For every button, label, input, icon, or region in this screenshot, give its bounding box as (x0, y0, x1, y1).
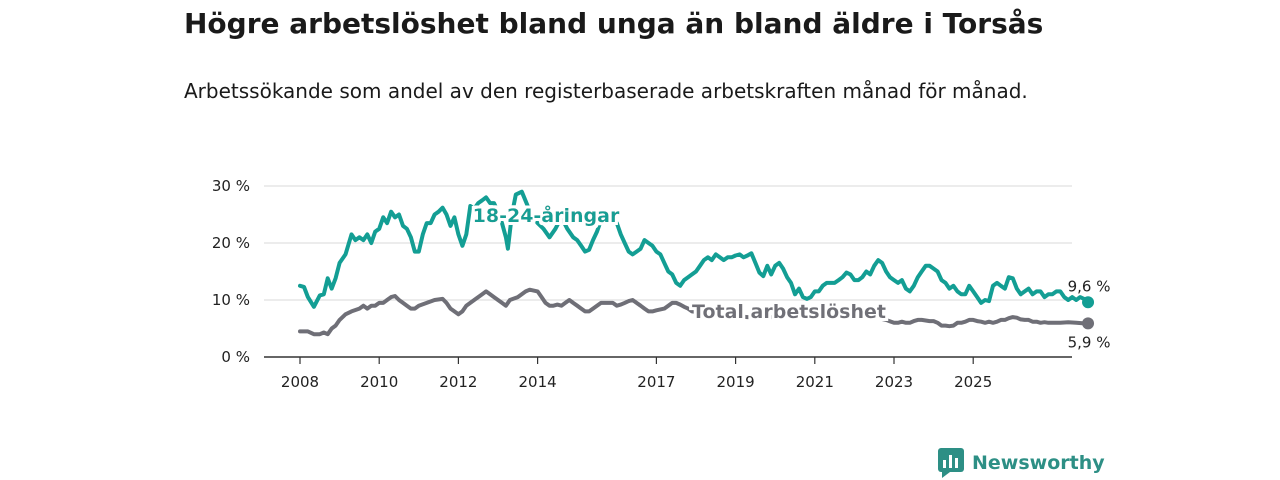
y-tick-label: 30 % (212, 177, 250, 195)
series-line (298, 287, 1090, 337)
x-tick-label: 2019 (717, 373, 755, 391)
y-tick-label: 0 % (221, 348, 250, 366)
chart-subtitle: Arbetssökande som andel av den registerb… (184, 79, 1028, 103)
x-tick-label: 2025 (954, 373, 992, 391)
bar-chart-speech-bubble-icon (938, 448, 964, 478)
series-end-marker (1082, 317, 1095, 330)
x-tick-label: 2012 (439, 373, 477, 391)
newsworthy-logo: Newsworthy (938, 448, 1105, 478)
y-tick-label: 20 % (212, 234, 250, 252)
series-end-label: 5,9 % (1068, 333, 1111, 351)
x-tick-label: 2014 (519, 373, 557, 391)
series-end-label: 9,6 % (1068, 277, 1111, 295)
x-tick-label: 2021 (796, 373, 834, 391)
series-line (298, 189, 1090, 309)
x-tick-label: 2010 (360, 373, 398, 391)
x-tick-label: 2023 (875, 373, 913, 391)
series-end-marker (1082, 296, 1095, 309)
series-name-label: 18-24-åringar (473, 203, 620, 227)
x-tick-label: 2008 (281, 373, 319, 391)
series-name-label: Total arbetslöshet (692, 301, 886, 323)
chart-title: Högre arbetslöshet bland unga än bland ä… (184, 7, 1044, 40)
brand-name: Newsworthy (972, 452, 1105, 474)
y-tick-label: 10 % (212, 291, 250, 309)
x-tick-label: 2017 (637, 373, 675, 391)
